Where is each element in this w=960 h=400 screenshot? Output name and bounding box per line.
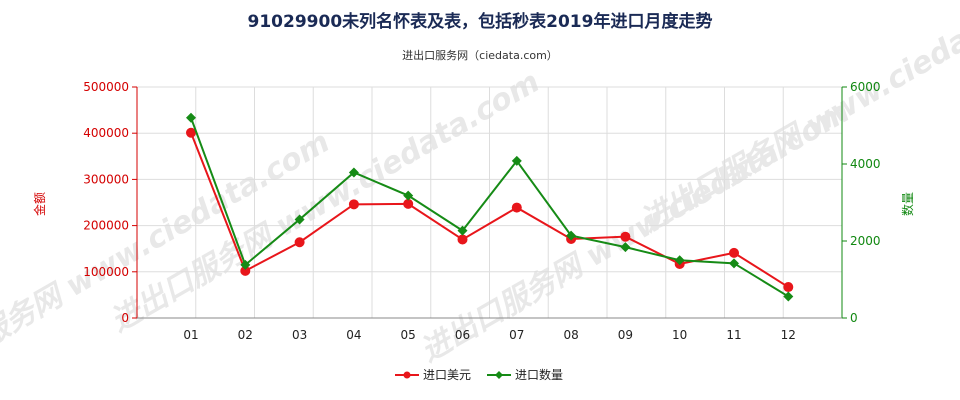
x-axis-ticks: 01 02 03 04 05 06 07 08 09 10 11 12 <box>183 328 796 342</box>
x-tick-label: 10 <box>672 328 687 342</box>
x-tick-label: 06 <box>455 328 470 342</box>
x-tick-label: 05 <box>401 328 416 342</box>
data-point <box>674 255 685 266</box>
x-tick-label: 02 <box>238 328 253 342</box>
right-tick-label: 6000 <box>850 80 881 94</box>
series-line <box>190 117 789 298</box>
left-tick-label: 400000 <box>83 126 129 140</box>
right-axis-label: 数量 <box>900 192 915 216</box>
data-point <box>729 247 739 258</box>
series-layer <box>186 112 794 302</box>
axes <box>136 87 843 319</box>
data-point <box>240 265 251 276</box>
left-tick-label: 100000 <box>83 265 129 279</box>
data-point <box>348 199 359 210</box>
data-point <box>511 202 522 213</box>
left-axis-label: 金额 <box>32 192 47 216</box>
data-point <box>240 259 251 270</box>
right-tick-label: 0 <box>850 311 858 325</box>
x-tick-label: 01 <box>183 328 198 342</box>
data-point <box>511 155 522 166</box>
right-tick-label: 4000 <box>850 157 881 171</box>
series-quantity <box>186 112 794 302</box>
data-point <box>457 225 468 236</box>
watermark-text: 进出口服务网 www.ciedata.com <box>105 64 546 339</box>
data-point <box>457 234 468 245</box>
series-amount <box>186 127 794 293</box>
series-line <box>190 132 789 288</box>
x-tick-label: 03 <box>292 328 307 342</box>
chart-subtitle: 进出口服务网（ciedata.com） <box>402 49 558 62</box>
data-point <box>729 258 739 269</box>
x-tick-label: 07 <box>509 328 524 342</box>
chart-title: 91029900未列名怀表及表，包括秒表2019年进口月度走势 <box>247 12 713 32</box>
legend-item: 进口美元 <box>395 368 471 382</box>
legend-swatch-marker <box>403 371 411 379</box>
data-point <box>566 230 577 241</box>
data-point <box>620 231 631 242</box>
x-tick-label: 09 <box>618 328 633 342</box>
data-point <box>294 214 305 225</box>
data-point <box>294 237 305 248</box>
watermark-text: 进出口服务网 www.ciedata.com <box>0 124 336 399</box>
x-tick-label: 12 <box>781 328 796 342</box>
data-point <box>186 112 196 123</box>
left-tick-label: 300000 <box>83 172 129 186</box>
left-tick-label: 200000 <box>83 219 129 233</box>
data-point <box>403 190 414 201</box>
left-axis-ticks: 0 100000 200000 300000 400000 500000 <box>83 80 137 325</box>
left-tick-label: 500000 <box>83 80 129 94</box>
legend: 进口美元 进口数量 <box>395 367 563 382</box>
legend-item: 进口数量 <box>487 367 563 382</box>
legend-swatch-marker <box>495 371 503 379</box>
x-tick-label: 11 <box>726 328 741 342</box>
legend-label: 进口美元 <box>423 368 471 382</box>
right-tick-label: 2000 <box>850 234 881 248</box>
data-point <box>620 242 631 253</box>
left-tick-label: 0 <box>121 311 129 325</box>
grid-lines <box>137 86 843 318</box>
legend-label: 进口数量 <box>515 367 563 382</box>
data-point <box>783 282 794 293</box>
x-tick-label: 04 <box>346 328 361 342</box>
data-point <box>783 291 794 302</box>
data-point <box>403 198 414 209</box>
data-point <box>348 167 359 178</box>
data-point <box>186 127 196 138</box>
right-axis-ticks: 0 2000 4000 6000 <box>842 80 881 325</box>
x-tick-label: 08 <box>563 328 578 342</box>
